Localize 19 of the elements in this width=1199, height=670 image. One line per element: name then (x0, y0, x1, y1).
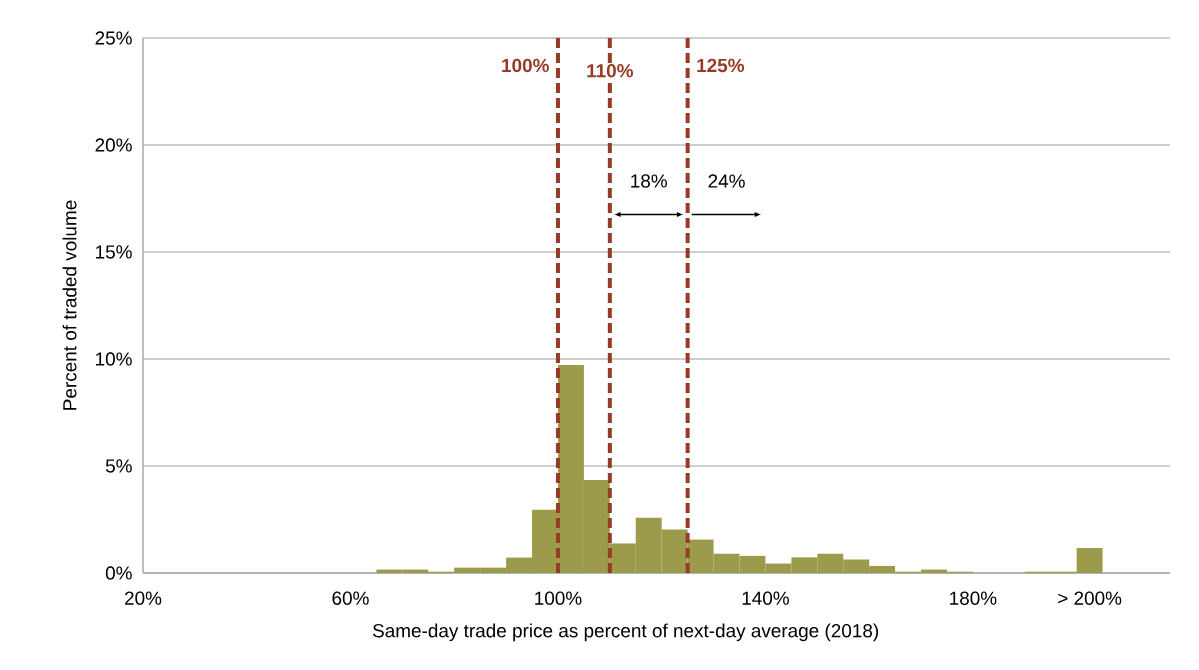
ref-line-label: 100% (502, 58, 549, 73)
y-tick-label: 15% (96, 245, 132, 259)
y-axis-title: Percent of traded volume (62, 200, 77, 410)
y-tick-label: 5% (105, 459, 132, 473)
x-tick-label: > 200% (1058, 591, 1122, 605)
annotation: 24% (708, 174, 745, 188)
x-tick-label: 140% (742, 591, 789, 605)
x-tick-label: 60% (332, 591, 369, 605)
y-tick-label: 20% (95, 138, 132, 152)
y-tick-label: 25% (95, 31, 132, 45)
y-tick-label: 10% (96, 352, 132, 366)
x-tick-label: 20% (125, 591, 162, 605)
x-tick-label: 180% (950, 591, 997, 605)
x-axis-title: Same-day trade price as percent of next-day average (2018) (372, 623, 879, 642)
x-tick-label: 100% (535, 591, 582, 605)
ref-line-label: 110% (587, 64, 633, 78)
annotation: 18% (631, 174, 667, 188)
ref-line-label: 125% (697, 58, 745, 73)
y-tick-label: 0% (105, 566, 132, 580)
